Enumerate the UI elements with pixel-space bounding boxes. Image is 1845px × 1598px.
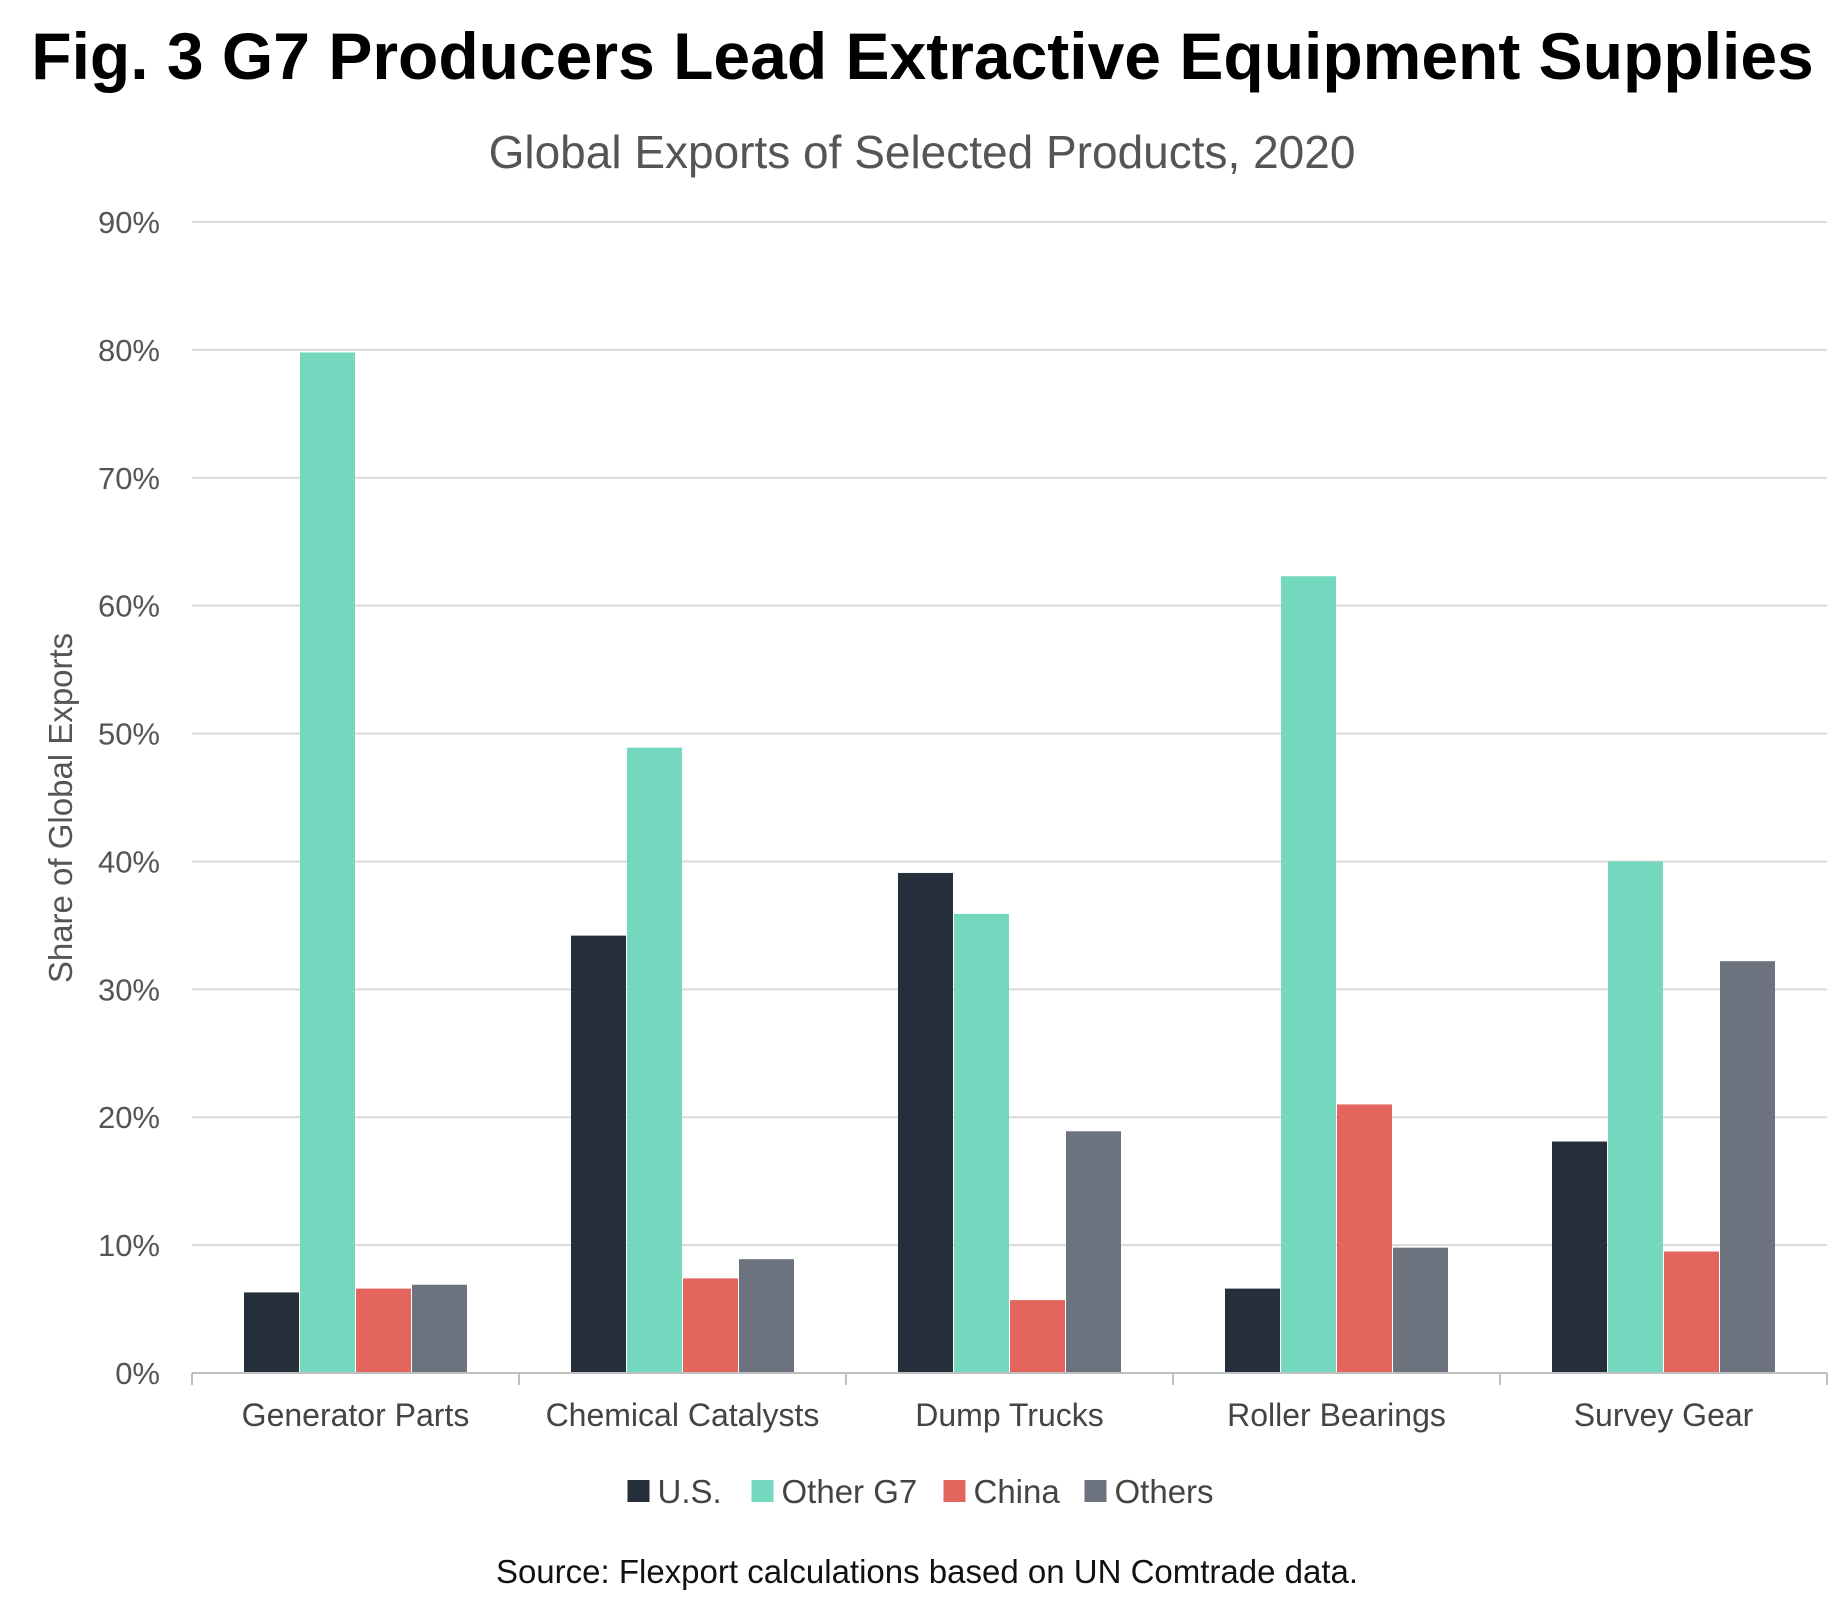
- legend-item: China: [943, 1473, 1061, 1510]
- bar-china-1: [683, 1278, 738, 1373]
- x-category-label: Generator Parts: [242, 1397, 470, 1433]
- bar-u-s-4: [1552, 1141, 1607, 1373]
- y-tick-label: 70%: [98, 461, 160, 496]
- x-category-label: Survey Gear: [1574, 1397, 1754, 1433]
- legend-swatch: [1084, 1480, 1107, 1502]
- bar-others-2: [1066, 1131, 1121, 1373]
- grid-lines: [192, 221, 1827, 1247]
- y-axis-label: Share of Global Exports: [42, 633, 79, 983]
- x-axis: Generator Parts Chemical Catalysts Dump Tr…: [191, 1372, 1828, 1433]
- legend-swatch: [627, 1480, 650, 1502]
- source-note: Source: Flexport calculations based on U…: [496, 1553, 1358, 1590]
- y-tick-label: 50%: [98, 717, 160, 752]
- bar-other-g7-2: [954, 913, 1009, 1373]
- bar-others-1: [739, 1259, 794, 1373]
- legend: U.S. Other G7 China Others: [627, 1473, 1214, 1510]
- y-tick-label: 60%: [98, 589, 160, 624]
- legend-swatch: [751, 1480, 774, 1502]
- x-category-label: Chemical Catalysts: [546, 1397, 820, 1433]
- legend-label: Other G7: [782, 1473, 918, 1510]
- legend-label: China: [974, 1473, 1061, 1510]
- legend-label: Others: [1115, 1473, 1214, 1510]
- bars: [244, 352, 1775, 1373]
- legend-swatch: [943, 1480, 966, 1502]
- bar-u-s-1: [571, 935, 626, 1373]
- bar-china-3: [1337, 1104, 1392, 1373]
- bar-china-4: [1664, 1251, 1719, 1373]
- x-category-label: Roller Bearings: [1227, 1397, 1446, 1433]
- y-tick-label: 90%: [98, 205, 160, 240]
- bar-u-s-2: [898, 872, 953, 1373]
- bar-others-4: [1720, 961, 1775, 1373]
- bar-china-2: [1010, 1300, 1065, 1373]
- y-axis-ticks: 0% 10% 20% 30% 40% 50% 60% 70% 80% 90%: [98, 205, 160, 1391]
- bar-other-g7-4: [1608, 861, 1663, 1373]
- bar-u-s-3: [1225, 1288, 1280, 1373]
- y-tick-label: 10%: [98, 1228, 160, 1263]
- x-category-label: Dump Trucks: [915, 1397, 1103, 1433]
- bar-other-g7-0: [300, 352, 355, 1373]
- y-tick-label: 80%: [98, 333, 160, 368]
- chart-subtitle: Global Exports of Selected Products, 202…: [489, 126, 1356, 178]
- bar-china-0: [356, 1288, 411, 1373]
- bar-u-s-0: [244, 1292, 299, 1373]
- bar-others-0: [412, 1284, 467, 1373]
- legend-label: U.S.: [658, 1473, 722, 1510]
- y-tick-label: 20%: [98, 1100, 160, 1135]
- bar-others-3: [1393, 1247, 1448, 1373]
- figure-title: Fig. 3 G7 Producers Lead Extractive Equi…: [31, 19, 1814, 93]
- legend-item: Others: [1084, 1473, 1214, 1510]
- y-tick-label: 30%: [98, 972, 160, 1007]
- y-tick-label: 0%: [115, 1356, 160, 1391]
- bar-other-g7-1: [627, 747, 682, 1373]
- bar-other-g7-3: [1281, 576, 1336, 1373]
- y-tick-label: 40%: [98, 844, 160, 879]
- legend-item: U.S.: [627, 1473, 722, 1510]
- legend-item: Other G7: [751, 1473, 918, 1510]
